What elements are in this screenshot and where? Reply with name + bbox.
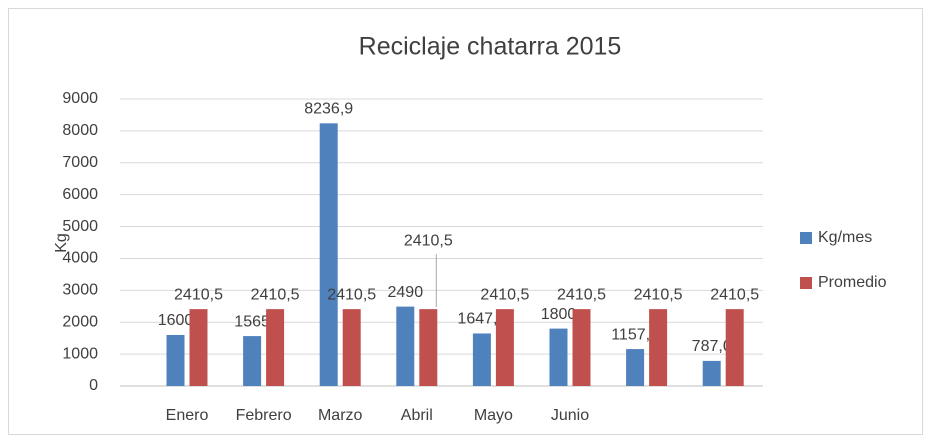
bar	[166, 334, 185, 386]
data-label: 2410,5	[480, 286, 529, 303]
x-tick-label: Enero	[166, 407, 209, 424]
data-label: 2410,5	[327, 286, 376, 303]
data-label: 1800	[541, 306, 577, 323]
bar	[472, 333, 491, 386]
bar	[266, 309, 285, 386]
bar	[189, 309, 208, 386]
data-label: 2410,5	[634, 286, 683, 303]
data-label: 2490	[388, 284, 424, 301]
y-tick-label: 4000	[62, 250, 98, 267]
x-tick-label: Febrero	[236, 407, 292, 424]
bar	[396, 306, 415, 386]
y-tick-label: 7000	[62, 154, 98, 171]
bar	[649, 309, 668, 386]
legend-swatch	[800, 277, 812, 289]
legend-label: Kg/mes	[818, 229, 872, 246]
y-tick-label: 8000	[62, 122, 98, 139]
y-tick-label: 1000	[62, 345, 98, 362]
bar	[243, 336, 262, 386]
bar	[495, 309, 514, 386]
data-label: 1565	[234, 313, 270, 330]
bar	[702, 360, 721, 386]
y-tick-label: 2000	[62, 313, 98, 330]
chart-border	[8, 8, 923, 435]
chart-title: Reciclaje chatarra 2015	[359, 33, 622, 61]
data-label: 2410,5	[710, 286, 759, 303]
bar	[342, 309, 361, 386]
data-label: 2410,5	[174, 286, 223, 303]
bar	[572, 309, 591, 386]
data-label: 2410,5	[404, 232, 453, 249]
x-tick-label: Abril	[401, 407, 433, 424]
data-label: 2410,5	[557, 286, 606, 303]
y-axis-title: Kg	[53, 233, 70, 253]
legend-label: Promedio	[818, 274, 887, 291]
bar	[626, 349, 645, 386]
y-tick-label: 3000	[62, 282, 98, 299]
legend-swatch	[800, 232, 812, 244]
bar	[419, 309, 438, 386]
x-tick-label: Marzo	[318, 407, 363, 424]
data-label: 2410,5	[251, 286, 300, 303]
bar	[725, 309, 744, 386]
bar	[549, 328, 568, 386]
data-label: 1157,7	[611, 326, 659, 343]
y-tick-label: 5000	[62, 218, 98, 235]
data-label: 787,0	[692, 338, 732, 355]
data-label: 1600	[158, 312, 194, 329]
bar	[319, 123, 338, 386]
x-tick-label: Junio	[551, 407, 589, 424]
data-label: 1647,1	[457, 311, 506, 328]
data-label: 8236,9	[304, 101, 353, 118]
y-tick-label: 6000	[62, 186, 98, 203]
y-tick-label: 0	[89, 377, 98, 394]
y-tick-label: 9000	[62, 90, 98, 107]
x-tick-label: Mayo	[474, 407, 513, 424]
